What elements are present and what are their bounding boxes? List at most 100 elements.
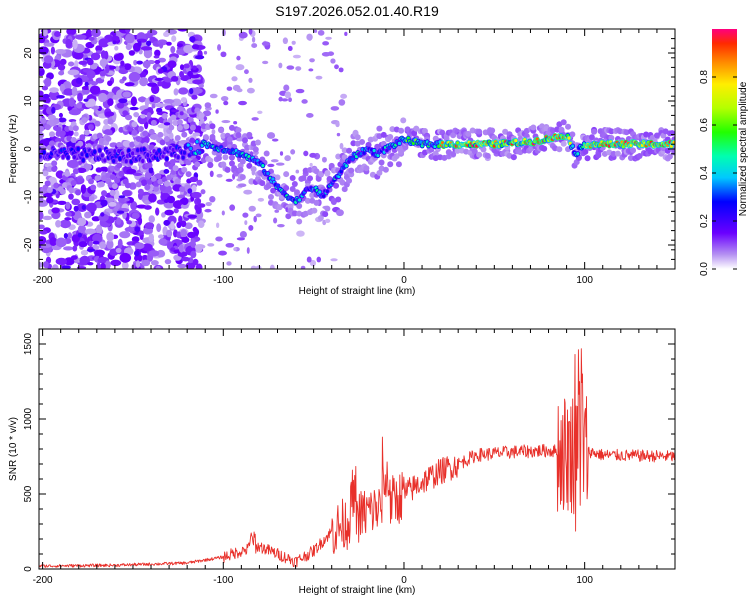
spectrogram-cell	[63, 88, 74, 96]
spectrogram-cell	[141, 243, 153, 252]
spectrogram-cell	[336, 132, 341, 137]
spectrogram-cell	[70, 255, 78, 260]
x-tick-label: -100	[213, 575, 233, 586]
spectrogram-cell	[257, 110, 263, 115]
spectrogram-cell	[313, 168, 320, 175]
spectrogram-cell	[172, 165, 179, 172]
spectrogram-cell	[67, 61, 75, 67]
spectrogram-cell	[55, 49, 67, 55]
spectrogram-cell	[158, 238, 168, 246]
spectrogram-cell	[43, 77, 52, 88]
spectrogram-cell	[137, 125, 144, 132]
spectrogram-cell	[101, 175, 108, 182]
spectrogram-cell	[283, 171, 290, 178]
spectrogram-cell	[221, 210, 225, 216]
spectrogram-cell	[576, 152, 580, 156]
spectrogram-cell	[274, 174, 281, 181]
snr-x-label: Height of straight line (km)	[299, 585, 416, 596]
spectrogram-cell	[164, 259, 172, 265]
spectrogram-cell	[98, 92, 108, 103]
spectrogram-cell	[144, 184, 151, 191]
spectrogram-cell	[141, 158, 145, 164]
spectrogram-cell	[192, 65, 197, 70]
spectrogram-cell	[168, 132, 174, 140]
spectrogram-cell	[183, 123, 190, 130]
spectrogram-cell	[203, 50, 208, 55]
spectrogram-cell	[79, 134, 86, 141]
spectrogram-cell	[165, 156, 169, 161]
spectrogram-cell	[59, 58, 67, 66]
spectrogram-cell	[341, 147, 348, 154]
spectrogram-cell	[39, 65, 44, 72]
snr-y-ticks: 0 500 1000 1500	[23, 328, 675, 572]
spectrogram-cell	[476, 151, 483, 158]
spectrogram-cell	[76, 167, 87, 174]
spectrogram-cell	[380, 131, 387, 138]
spectrogram-cell	[89, 85, 101, 95]
spectrogram-cell	[269, 264, 275, 269]
spectrogram-cell	[209, 93, 218, 99]
spectrogram-cell	[275, 162, 285, 166]
spectrogram-cell	[150, 175, 157, 182]
spectrogram-cell	[153, 185, 160, 192]
spectrogram-cell	[195, 140, 199, 144]
spectrogram-cell	[294, 189, 301, 196]
spectrogram-cell	[42, 170, 49, 177]
spectrogram-cell	[335, 121, 340, 128]
spectrogram-cell	[124, 182, 131, 189]
spectrogram-cell	[142, 130, 149, 137]
spectrogram-cell	[76, 266, 87, 269]
spectrogram-cell	[180, 220, 187, 228]
spectrogram-cell	[400, 117, 407, 124]
spectrogram-cell	[135, 181, 142, 188]
spectrogram-cell	[133, 250, 140, 257]
spectrogram-cell	[144, 97, 150, 108]
spectrogram-cell	[558, 126, 565, 133]
spectrogram-cell	[148, 250, 160, 257]
spectrogram-cell	[99, 58, 109, 68]
spectrogram-cell	[80, 184, 87, 194]
spectrogram-cell	[134, 226, 141, 233]
spectrogram-cell	[157, 148, 161, 153]
colorbar-tick-label: 0.6	[699, 118, 710, 132]
spectrogram-cell	[295, 169, 300, 174]
spectrogram-cell	[243, 189, 253, 195]
spectrogram-cell	[148, 167, 154, 174]
spectrogram-cell	[671, 149, 675, 156]
spectrogram-cell	[348, 167, 355, 174]
spectrogram-cell	[88, 98, 96, 107]
spectrogram-cell	[163, 31, 170, 38]
spectrogram-cell	[271, 177, 275, 181]
spectrogram-cell	[98, 148, 102, 153]
spectrogram-cell	[630, 147, 637, 154]
spectrogram-cell	[57, 64, 66, 71]
spectrogram-cell	[324, 205, 331, 212]
spectrogram-cell	[122, 190, 132, 197]
spectrogram-cell	[161, 212, 166, 218]
spectrogram-cell	[387, 134, 394, 141]
colorbar: 0.0 0.2 0.4 0.6 0.8 Normalized spectral ampl…	[699, 29, 749, 276]
spectrogram-cell	[87, 261, 94, 266]
spectrogram-cell	[86, 70, 96, 79]
spectrogram-cell	[137, 96, 147, 103]
spectrogram-cell	[309, 192, 316, 199]
spectrogram-cell	[636, 152, 643, 159]
spectrogram-cell	[287, 45, 293, 52]
spectrogram-cell	[103, 118, 110, 125]
spectrogram-cell	[86, 248, 96, 252]
spectrogram-cell	[278, 96, 283, 102]
spectrogram-cell	[182, 150, 187, 155]
spectrogram-cell	[157, 80, 163, 87]
spectrogram-cell	[225, 178, 233, 182]
spectrogram-cell	[164, 209, 174, 216]
spectrogram-cell	[115, 247, 122, 253]
spectrogram-cell	[195, 263, 203, 269]
spectrogram-cell	[92, 240, 100, 245]
spectrogram-cell	[156, 223, 162, 233]
spectrogram-cell	[77, 176, 84, 183]
spectrogram-cell	[138, 217, 143, 225]
spectrogram-cell	[90, 184, 97, 191]
spectrogram-cell	[263, 150, 270, 157]
spectrogram-cell	[354, 134, 361, 141]
spectrogram-cell	[171, 147, 175, 152]
